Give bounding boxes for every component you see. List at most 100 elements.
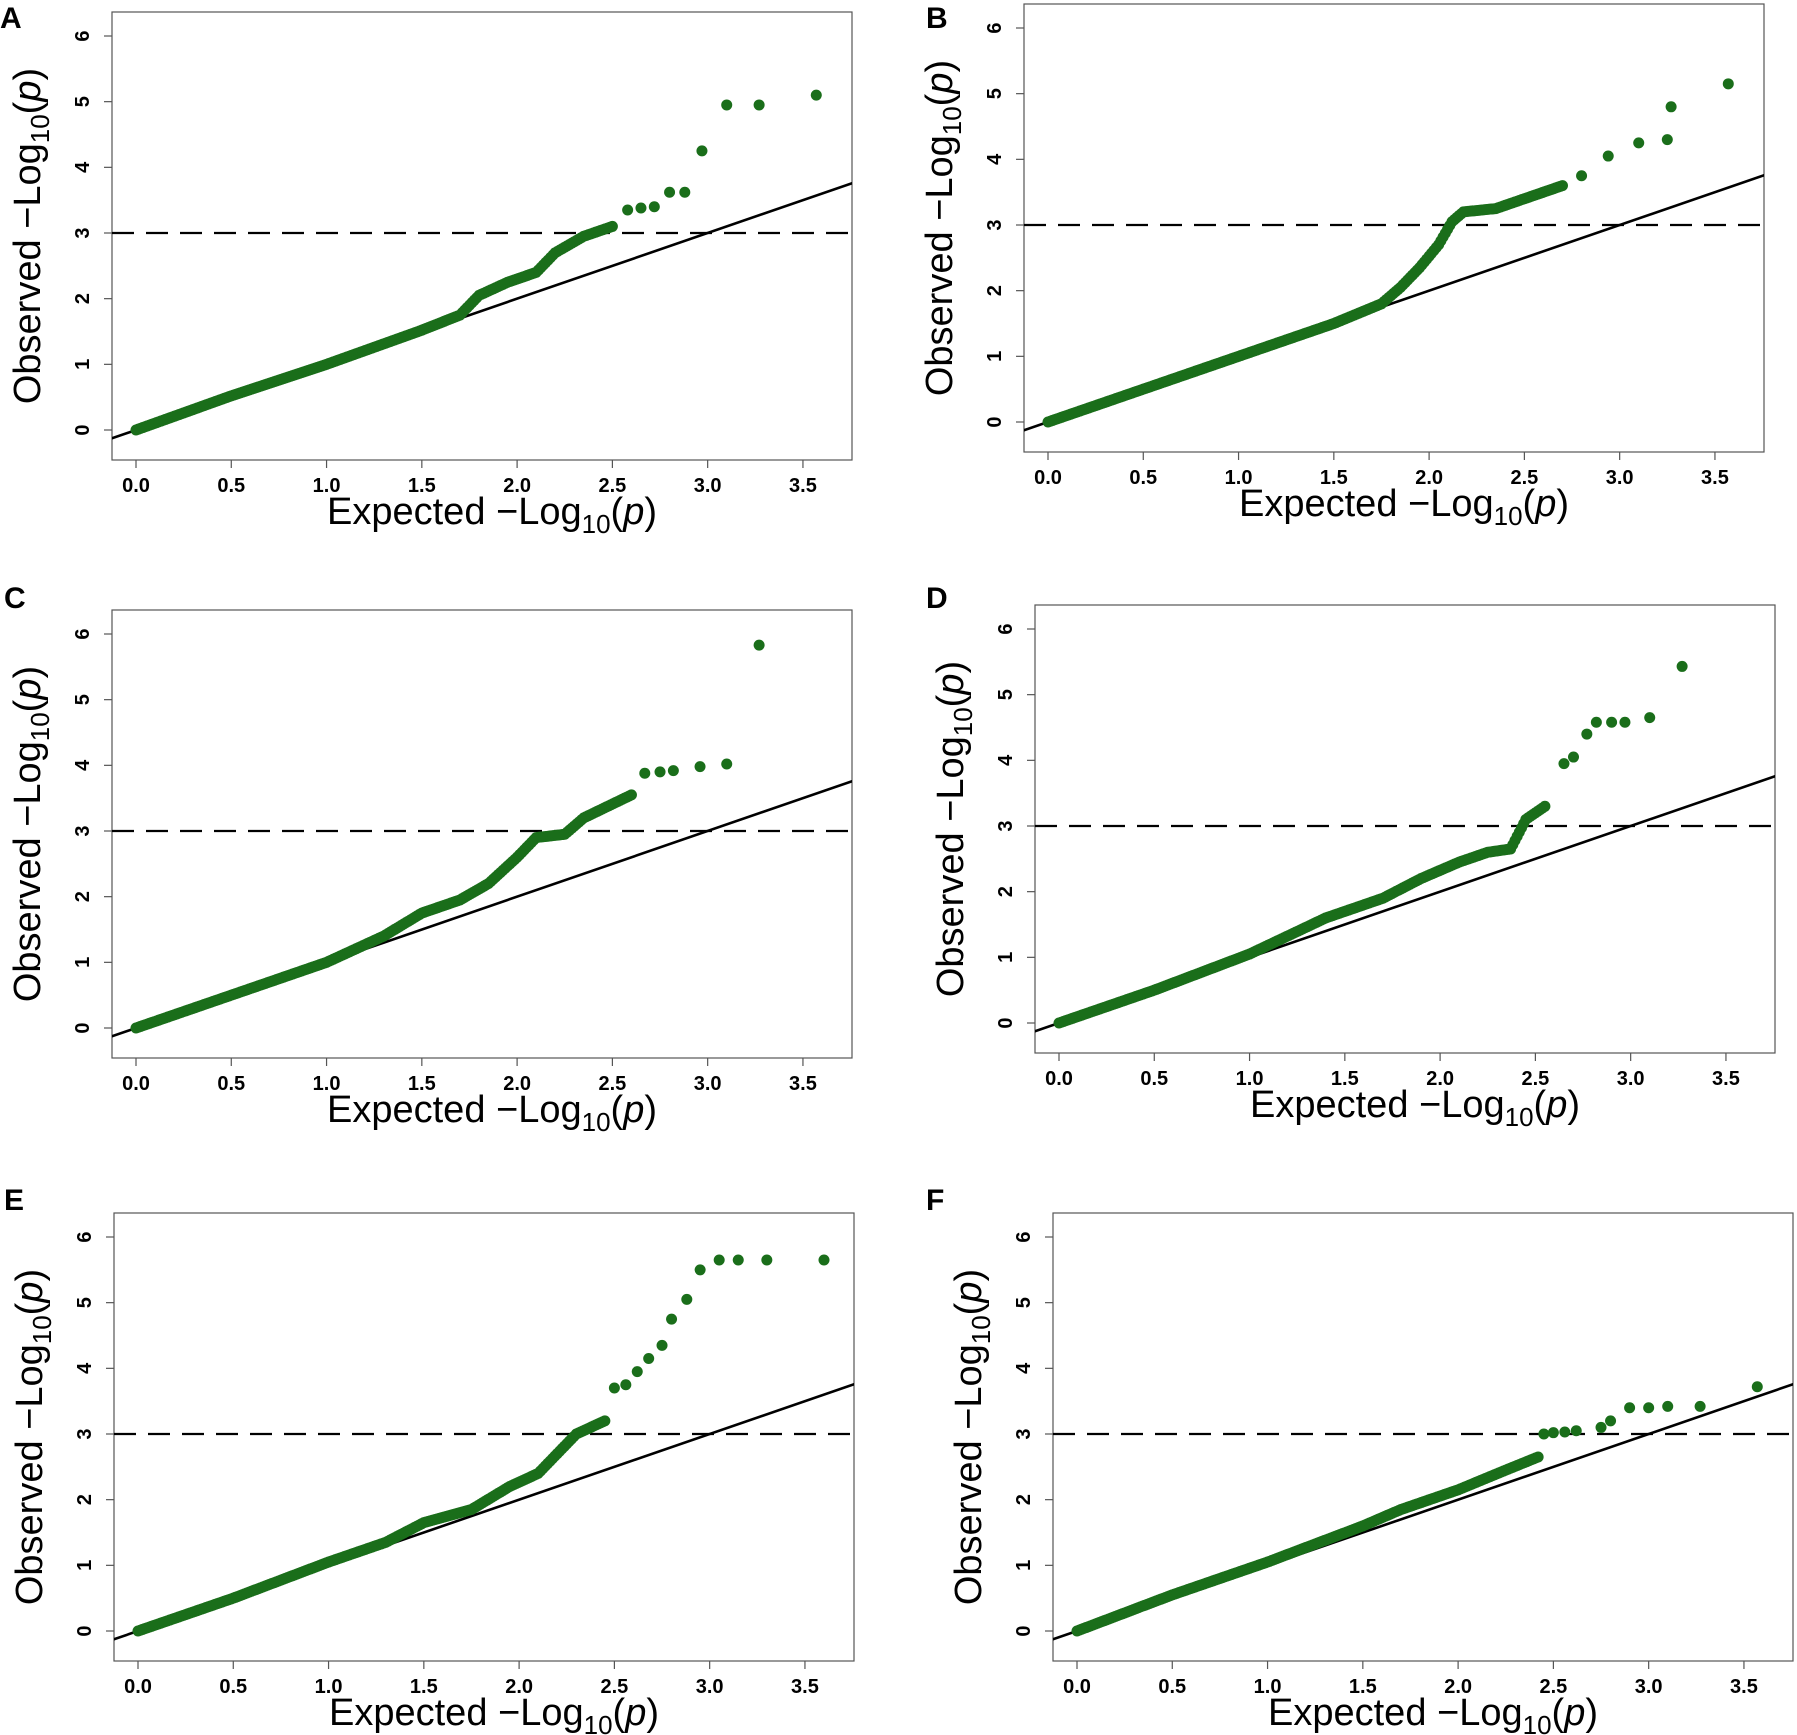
y-axis-label: Observed −Log10(p) [9,1269,57,1605]
qq-point [625,789,637,801]
x-tick-label: 2.5 [1539,1676,1567,1698]
qq-outlier-point [1538,1428,1550,1440]
x-axis-label: Expected −Log10(p) [1250,1084,1580,1132]
qq-panel-c: C 0.0 0.5 1.0 1.5 2.0 2.5 3.0 3.5 0 1 2 3 4 5 6 Expected… [4,582,853,1137]
y-tick-label: 1 [72,359,94,370]
x-tick-label: 2.5 [600,1676,628,1698]
x-tick-label: 0.5 [1140,1068,1168,1090]
qq-outlier-point [1602,150,1614,162]
qq-outlier-point [666,1313,678,1325]
y-tick-label: 3 [74,1428,96,1439]
x-tick-label: 0.5 [219,1676,247,1698]
y-tick-label: 3 [995,820,1017,831]
x-tick-label: 3.0 [694,475,722,497]
expected-reference-line [1053,1382,1793,1641]
plot-area [1053,1381,1793,1641]
x-axis-label: Expected −Log10(p) [1239,483,1569,531]
qq-outlier-point [1568,751,1579,763]
x-tick-label: 0.0 [124,1676,152,1698]
qq-outlier-point [818,1254,830,1266]
panel-letter: B [926,2,948,35]
y-tick-label: 3 [1013,1428,1035,1439]
qq-outlier-point [654,766,666,778]
x-tick-label: 3.0 [696,1676,724,1698]
x-tick-label: 1.5 [1349,1676,1377,1698]
qq-outlier-point [1722,78,1734,90]
qq-outlier-point [1644,712,1656,724]
y-tick-label: 1 [72,957,94,968]
y-tick-label: 5 [1013,1297,1035,1308]
x-tick-label: 2.0 [503,1073,531,1095]
qq-outlier-point [1558,758,1570,770]
qq-outlier-point [622,204,634,216]
qq-outlier-point [656,1339,668,1351]
y-tick-label: 4 [1013,1362,1035,1374]
qq-outlier-point [721,99,733,111]
panel-letter: F [926,1184,944,1217]
x-tick-label: 1.0 [313,475,341,497]
y-tick-label: 1 [1013,1560,1035,1571]
x-tick-label: 1.0 [1254,1676,1282,1698]
y-axis-label: Observed −Log10(p) [948,1269,996,1605]
y-tick-label: 6 [72,30,94,41]
qq-outlier-point [1581,728,1593,740]
x-tick-label: 3.0 [1617,1068,1645,1090]
plot-area [112,639,852,1038]
x-tick-label: 1.5 [408,475,436,497]
qq-outlier-point [1662,1400,1674,1412]
y-tick-label: 2 [72,293,94,304]
x-tick-label: 3.5 [789,1073,817,1095]
y-axis-label: Observed −Log10(p) [930,661,978,997]
x-axis-label: Expected −Log10(p) [329,1692,659,1735]
qq-outlier-point [1559,1426,1571,1438]
x-tick-label: 2.5 [598,475,626,497]
qq-outlier-point [620,1379,632,1391]
qq-outlier-point [1570,1425,1582,1437]
y-tick-label: 2 [984,285,1006,296]
y-tick-label: 6 [74,1231,96,1242]
y-tick-label: 5 [72,694,94,705]
y-tick-label: 0 [995,1017,1017,1028]
x-tick-label: 0.0 [1063,1676,1091,1698]
qq-point [1557,180,1568,192]
x-tick-label: 3.5 [791,1676,819,1698]
x-tick-label: 2.0 [1444,1676,1472,1698]
qq-outlier-point [1595,1421,1607,1433]
x-tick-label: 0.0 [122,1073,150,1095]
qq-outlier-point [694,761,706,773]
y-tick-label: 6 [995,623,1017,634]
qq-outlier-point [608,1382,620,1394]
x-tick-label: 1.5 [410,1676,438,1698]
x-tick-label: 1.0 [313,1073,341,1095]
qq-point [1539,800,1551,812]
qq-outlier-point [635,202,647,214]
x-tick-label: 2.5 [1510,467,1538,489]
x-tick-label: 0.0 [1034,467,1062,489]
qq-outlier-point [681,1293,693,1305]
x-axis-label: Expected −Log10(p) [327,491,657,539]
y-tick-label: 0 [984,416,1006,427]
qq-panel-a: A 0.0 0.5 1.0 1.5 2.0 2.5 3.0 3.5 0 1 2 3 4 5 6 Expected… [0,2,853,539]
qq-outlier-point [761,1254,773,1266]
plot-frame [1052,1212,1794,1662]
y-tick-label: 3 [72,825,94,836]
y-tick-label: 4 [72,161,94,173]
y-tick-label: 2 [72,891,94,902]
x-axis-label: Expected −Log10(p) [1268,1692,1598,1735]
y-tick-label: 3 [984,219,1006,230]
x-tick-label: 2.0 [1415,467,1443,489]
qq-outlier-point [1633,137,1645,149]
qq-outlier-point [713,1254,725,1266]
y-tick-label: 4 [74,1362,96,1374]
panel-letter: E [4,1184,24,1217]
y-tick-label: 0 [72,1022,94,1033]
qq-panel-d: D 0.0 0.5 1.0 1.5 2.0 2.5 3.0 3.5 0 1 2 3 4 5 6 Expected… [926,582,1776,1132]
x-tick-label: 3.0 [1606,467,1634,489]
x-tick-label: 3.5 [1712,1068,1740,1090]
qq-point [606,220,618,232]
y-tick-label: 1 [995,952,1017,963]
qq-outlier-point [1694,1400,1706,1412]
x-tick-label: 1.0 [1236,1068,1264,1090]
qq-outlier-point [1619,716,1631,728]
qq-panel-b: B 0.0 0.5 1.0 1.5 2.0 2.5 3.0 3.5 0 1 2 3 4 5 6 Expected… [919,2,1765,531]
